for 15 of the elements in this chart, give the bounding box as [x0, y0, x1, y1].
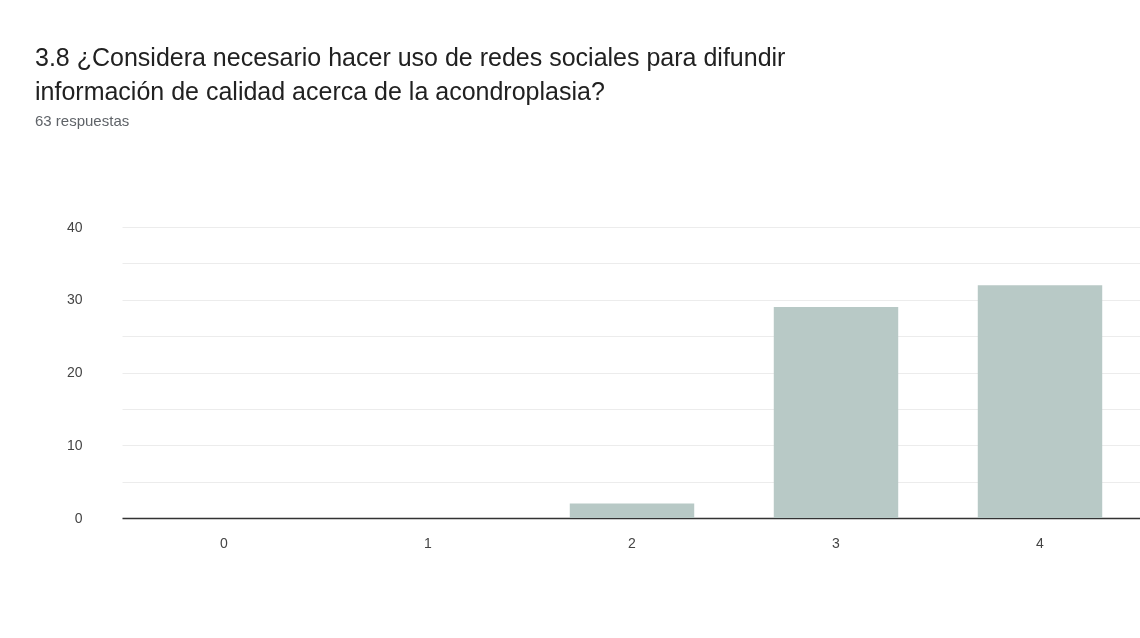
y-tick-label: 40: [66, 218, 83, 235]
bar: [569, 503, 695, 518]
y-tick-label: 0: [74, 509, 83, 526]
y-tick-label: 30: [66, 291, 83, 308]
x-tick-label: 4: [1036, 534, 1045, 551]
x-tick-label: 3: [832, 534, 841, 551]
chart-subtitle: 63 respuestas: [35, 112, 130, 129]
x-tick-label: 1: [424, 534, 433, 551]
chart-title: 3.8 ¿Considera necesario hacer uso de redes sociales para difundir información de calidad acerca de la acondroplasia?: [35, 42, 787, 107]
x-tick-label: 0: [220, 534, 229, 551]
bar: [773, 307, 899, 518]
y-tick-label: 20: [66, 364, 83, 380]
bar: [977, 285, 1103, 518]
x-tick-label: 2: [628, 534, 637, 551]
y-tick-label: 10: [66, 436, 83, 453]
